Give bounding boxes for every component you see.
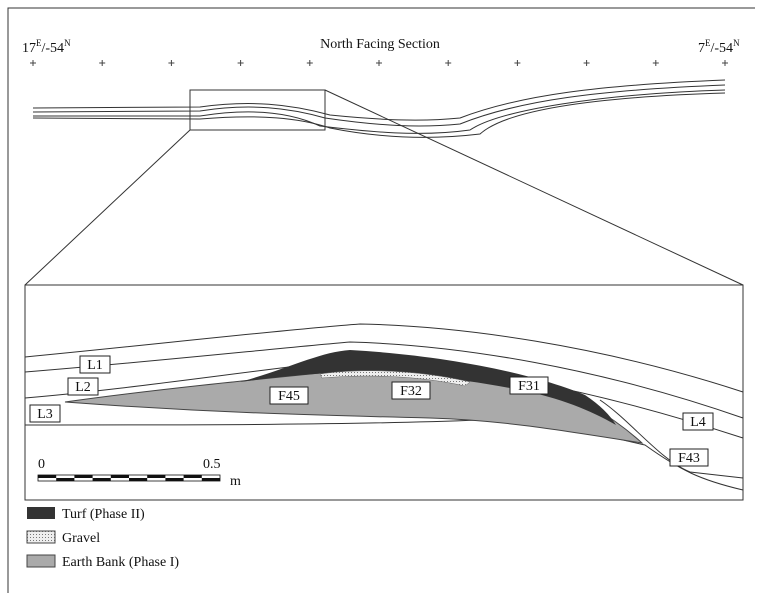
label: F31 — [518, 379, 540, 394]
scale-segment — [183, 475, 202, 478]
legend-text: Turf (Phase II) — [62, 507, 145, 522]
coord-part: N — [64, 38, 71, 48]
label: F45 — [278, 389, 300, 404]
overview-profile — [32, 79, 726, 138]
scale-bar — [37, 474, 221, 482]
right-coordinate: 7E/-54N — [698, 38, 740, 56]
scale-segment — [201, 478, 220, 481]
cross — [652, 60, 659, 66]
scale-outline — [37, 474, 221, 482]
label: L1 — [87, 358, 103, 373]
left-coordinate: 17E/-54N — [22, 38, 71, 56]
scale-segment — [165, 478, 184, 481]
scale-label: 0 — [38, 457, 45, 472]
coord-part: /-54 — [42, 41, 65, 56]
layer-labels: L1 L2 L3 L4 F45 F32 F31 F43 — [29, 355, 714, 467]
zoom-line — [24, 129, 191, 286]
scale-segment — [38, 475, 57, 478]
scale-unit: m — [230, 474, 241, 489]
turf — [240, 350, 616, 425]
cross — [445, 60, 452, 66]
cross — [583, 60, 590, 66]
label: F32 — [400, 384, 422, 399]
coord-part: /-54 — [711, 41, 734, 56]
legend-swatch — [26, 530, 56, 544]
inset-section — [24, 323, 744, 491]
detail-box — [189, 89, 326, 131]
coord-part: 17 — [22, 41, 36, 56]
cross — [306, 60, 313, 66]
cross — [514, 60, 521, 66]
cross — [99, 60, 106, 66]
title: North Facing Section — [320, 37, 440, 52]
label: L2 — [75, 380, 91, 395]
label: L3 — [37, 407, 53, 422]
scale-segment — [110, 475, 129, 478]
coord-part: N — [733, 38, 740, 48]
coord-part: 7 — [698, 41, 705, 56]
cross — [237, 60, 244, 66]
frame — [7, 7, 755, 593]
legend-swatch — [26, 554, 56, 568]
scale-segment — [129, 478, 148, 481]
coord-part: E — [705, 38, 711, 48]
cross — [30, 60, 36, 66]
cross — [722, 60, 728, 66]
label: F43 — [678, 451, 700, 466]
grid-crosses — [30, 60, 728, 66]
gravel — [319, 370, 471, 387]
scale-segment — [147, 475, 166, 478]
cross — [168, 60, 175, 66]
scale-segment — [56, 478, 75, 481]
legend-text: Gravel — [62, 531, 100, 546]
scale-label: 0.5 — [203, 457, 221, 472]
label: L4 — [690, 415, 706, 430]
cross — [376, 60, 382, 66]
coord-part: E — [36, 38, 42, 48]
scale-segment — [74, 475, 93, 478]
inset-frame — [24, 284, 744, 501]
earth-bank — [64, 369, 644, 444]
scale-segment — [92, 478, 111, 481]
zoom-line — [324, 89, 744, 286]
legend-text: Earth Bank (Phase I) — [62, 555, 179, 570]
legend-swatch — [27, 507, 55, 519]
